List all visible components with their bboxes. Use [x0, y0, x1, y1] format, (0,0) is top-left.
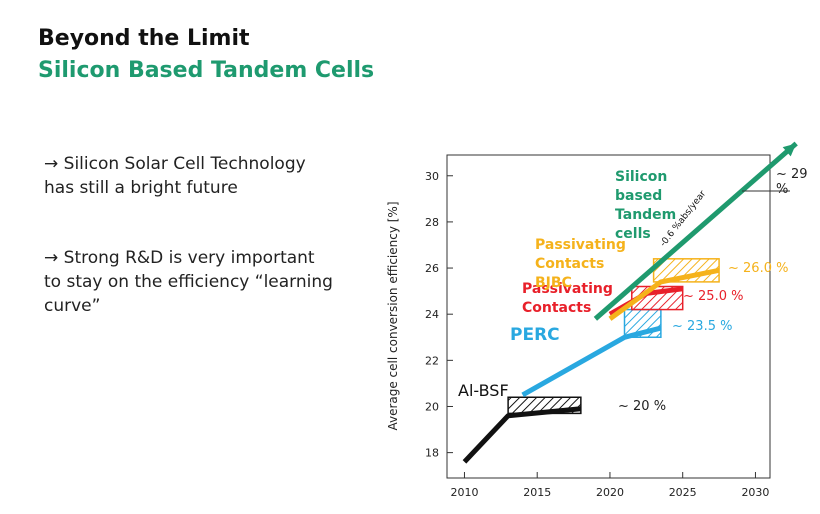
y-tick-label: 18 — [425, 447, 439, 460]
series-annotation: ~ 26.0 % — [728, 261, 789, 276]
y-axis-label: Average cell conversion efficiency [%] — [386, 201, 400, 430]
series-label: Passivating Contacts — [522, 281, 613, 316]
series-line — [608, 267, 720, 321]
series-label: PERC — [510, 325, 560, 345]
x-tick-label: 2020 — [596, 486, 624, 499]
x-tick-label: 2015 — [523, 486, 551, 499]
y-tick-label: 24 — [425, 308, 439, 321]
y-tick-label: 28 — [425, 216, 439, 229]
series-annotation: ~ 23.5 % — [672, 319, 733, 334]
series-annotation: ~ 29 % — [776, 167, 808, 197]
series-line — [521, 325, 662, 398]
y-tick-label: 20 — [425, 400, 439, 413]
bullet: → Strong R&D is very important to stay o… — [44, 248, 333, 316]
slide-subtitle: Silicon Based Tandem Cells — [38, 58, 375, 83]
x-tick-label: 2010 — [450, 486, 478, 499]
x-tick-label: 2030 — [741, 486, 769, 499]
arrow-head — [782, 143, 797, 157]
series-line — [593, 141, 798, 321]
y-tick-label: 26 — [425, 262, 439, 275]
series-label: Passivating Contacts BJBC — [535, 237, 626, 291]
series-label: Al-BSF — [458, 381, 509, 400]
series-label: Silicon based Tandem cells — [615, 169, 677, 242]
series-line — [462, 406, 582, 464]
y-tick-label: 30 — [425, 170, 439, 183]
plot-frame — [446, 154, 771, 479]
y-tick-label: 22 — [425, 354, 439, 367]
bullet: → Silicon Solar Cell Technology has stil… — [44, 154, 306, 198]
x-tick-label: 2025 — [669, 486, 697, 499]
series-annotation: ~ 20 % — [618, 399, 667, 414]
slide-title: Beyond the Limit — [38, 26, 250, 51]
series-annotation: ~ 25.0 % — [683, 289, 744, 304]
